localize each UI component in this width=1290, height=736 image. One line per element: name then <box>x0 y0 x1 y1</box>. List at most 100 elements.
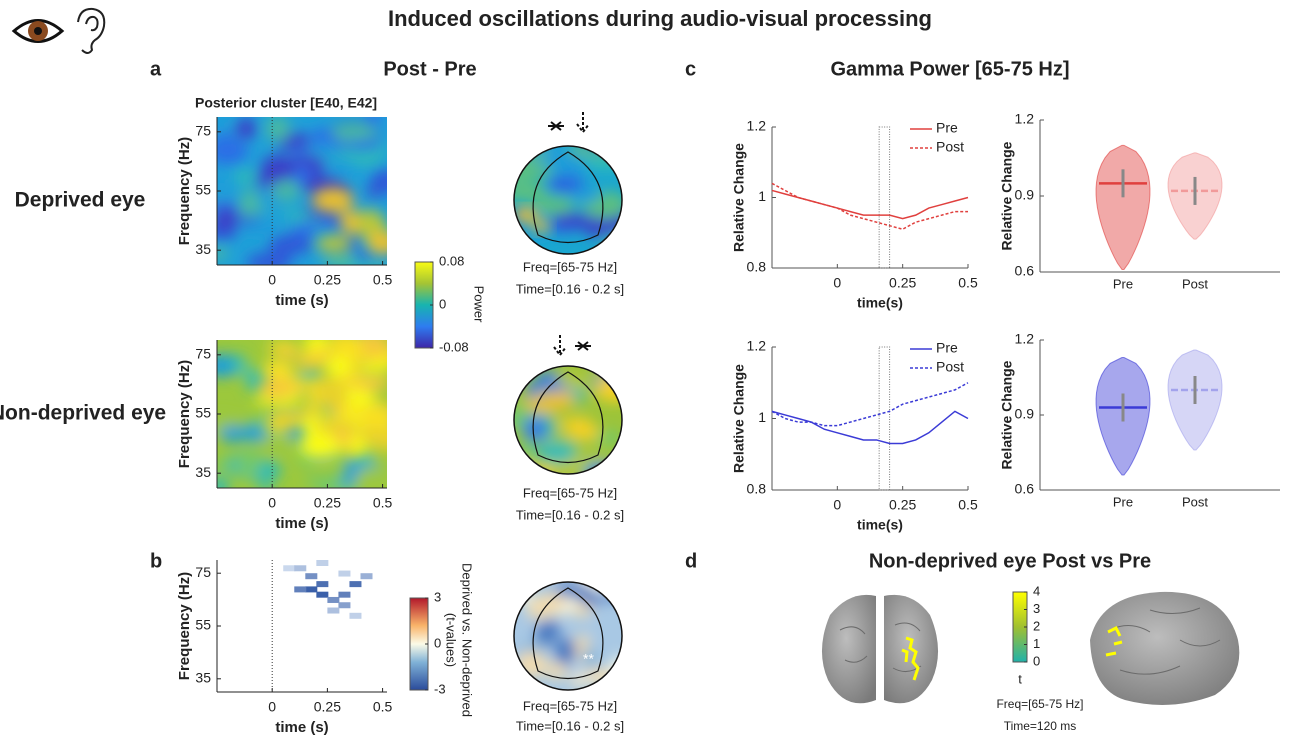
brain-caption: Freq=[65-75 Hz] <box>996 697 1083 711</box>
colorbar-tick-label: 0.08 <box>439 253 464 268</box>
heatmap-image <box>196 109 401 275</box>
y-tick-label: 1.2 <box>747 338 767 354</box>
y-tick-label: 0.8 <box>747 481 767 497</box>
y-tick-label: 35 <box>195 464 211 480</box>
y-tick-label: 35 <box>195 241 211 257</box>
series-line <box>772 190 968 218</box>
brain-back <box>822 595 938 703</box>
x-tick-label: 0.25 <box>889 275 916 291</box>
violin-body <box>1096 145 1150 269</box>
colorbar-tick-label: 0 <box>439 296 446 311</box>
panel-title: Gamma Power [65-75 Hz] <box>831 58 1070 80</box>
topo-caption: Freq=[65-75 Hz] <box>523 698 617 713</box>
ear-icon <box>78 9 104 53</box>
x-tick-label: Pre <box>1113 276 1133 291</box>
eye-icon <box>14 21 62 42</box>
y-axis-label: Frequency (Hz) <box>176 572 193 680</box>
topoplot <box>494 350 640 490</box>
figure: Induced oscillations during audio-visual… <box>0 0 1290 736</box>
legend-label: Post <box>936 139 964 155</box>
x-tick-label: 0 <box>268 699 276 715</box>
topo-caption: Freq=[65-75 Hz] <box>523 259 617 274</box>
figure-title: Induced oscillations during audio-visual… <box>388 6 932 31</box>
x-tick-label: 0 <box>268 495 276 511</box>
x-tick-label: 0 <box>833 497 841 513</box>
x-axis-label: time(s) <box>857 295 903 311</box>
heatmap-image <box>200 329 404 497</box>
colorbar-label: Deprived vs. Non-deprived <box>460 563 475 717</box>
y-tick-label: 35 <box>195 670 211 686</box>
highlight-window <box>879 347 889 490</box>
y-tick-label: 75 <box>195 564 211 580</box>
topoplot <box>500 130 640 270</box>
x-tick-label: Pre <box>1113 494 1133 509</box>
colorbar-tick-label: 4 <box>1033 583 1040 598</box>
x-axis-label: time(s) <box>857 517 903 533</box>
y-axis-label: Relative Change <box>999 141 1015 250</box>
y-axis-label: Frequency (Hz) <box>176 360 193 468</box>
highlight-window <box>879 127 889 268</box>
colorbar-tick-label: 3 <box>434 589 441 604</box>
x-axis-label: time (s) <box>275 515 328 532</box>
colorbar-tick-label: 0 <box>1033 653 1040 668</box>
y-tick-label: 0.9 <box>1015 406 1035 422</box>
x-tick-label: 0.25 <box>314 699 341 715</box>
legend-label: Pre <box>936 340 958 356</box>
topo-caption: Freq=[65-75 Hz] <box>523 485 617 500</box>
panel-label: d <box>685 550 697 572</box>
y-tick-label: 0.6 <box>1015 263 1035 279</box>
y-tick-label: 0.8 <box>747 259 767 275</box>
x-tick-label: 0.5 <box>373 699 393 715</box>
colorbar-label: (t-values) <box>444 613 459 667</box>
panel-title: Non-deprived eye Post vs Pre <box>869 550 1151 572</box>
brain-caption: Time=120 ms <box>1004 719 1077 733</box>
panel-subtitle: Posterior cluster [E40, E42] <box>195 95 377 111</box>
y-tick-label: 1.2 <box>747 118 767 134</box>
x-axis-label: time (s) <box>275 292 328 309</box>
y-tick-label: 0.6 <box>1015 481 1035 497</box>
x-tick-label: 0.5 <box>958 497 978 513</box>
x-tick-label: 0.25 <box>889 497 916 513</box>
colorbar-tick-label: 1 <box>1033 636 1040 651</box>
colorbar-tick-label: -3 <box>434 681 446 696</box>
y-tick-label: 55 <box>195 182 211 198</box>
x-tick-label: 0.5 <box>373 272 393 288</box>
colorbar-tick-label: -0.08 <box>439 339 469 354</box>
x-tick-label: Post <box>1182 276 1208 291</box>
y-tick-label: 1.2 <box>1015 331 1035 347</box>
x-tick-label: 0.5 <box>373 495 393 511</box>
row-label: Deprived eye <box>15 189 146 212</box>
topo-caption: Time=[0.16 - 0.2 s] <box>516 718 624 733</box>
series-line <box>772 183 968 229</box>
y-tick-label: 0.9 <box>1015 187 1035 203</box>
svg-text:**: ** <box>583 651 594 667</box>
colorbar-tick-label: 2 <box>1033 618 1040 633</box>
y-tick-label: 55 <box>195 405 211 421</box>
colorbar-label: Power <box>472 286 487 324</box>
row-label: Non-deprived eye <box>0 402 166 425</box>
x-tick-label: 0.5 <box>958 275 978 291</box>
panel-label: c <box>685 58 696 80</box>
colorbar-tick-label: 0 <box>434 635 441 650</box>
panel-title: Post - Pre <box>383 58 476 80</box>
x-axis-label: time (s) <box>275 719 328 736</box>
y-axis-label: Relative Change <box>731 143 747 252</box>
y-tick-label: 55 <box>195 617 211 633</box>
topoplot <box>500 566 640 706</box>
brain-side <box>1090 592 1239 705</box>
y-tick-label: 1 <box>758 188 766 204</box>
x-tick-label: 0.25 <box>314 495 341 511</box>
x-tick-label: 0 <box>268 272 276 288</box>
panel-label: a <box>150 58 162 80</box>
heatmap-image <box>283 560 372 619</box>
legend-label: Post <box>936 359 964 375</box>
topo-caption: Time=[0.16 - 0.2 s] <box>516 281 624 296</box>
colorbar-tick-label: 3 <box>1033 601 1040 616</box>
legend-label: Pre <box>936 120 958 136</box>
colorbar-label: t <box>1018 671 1022 686</box>
x-tick-label: 0.25 <box>314 272 341 288</box>
y-tick-label: 1.2 <box>1015 111 1035 127</box>
panel-label: b <box>150 550 162 572</box>
x-tick-label: 0 <box>833 275 841 291</box>
y-tick-label: 1 <box>758 409 766 425</box>
